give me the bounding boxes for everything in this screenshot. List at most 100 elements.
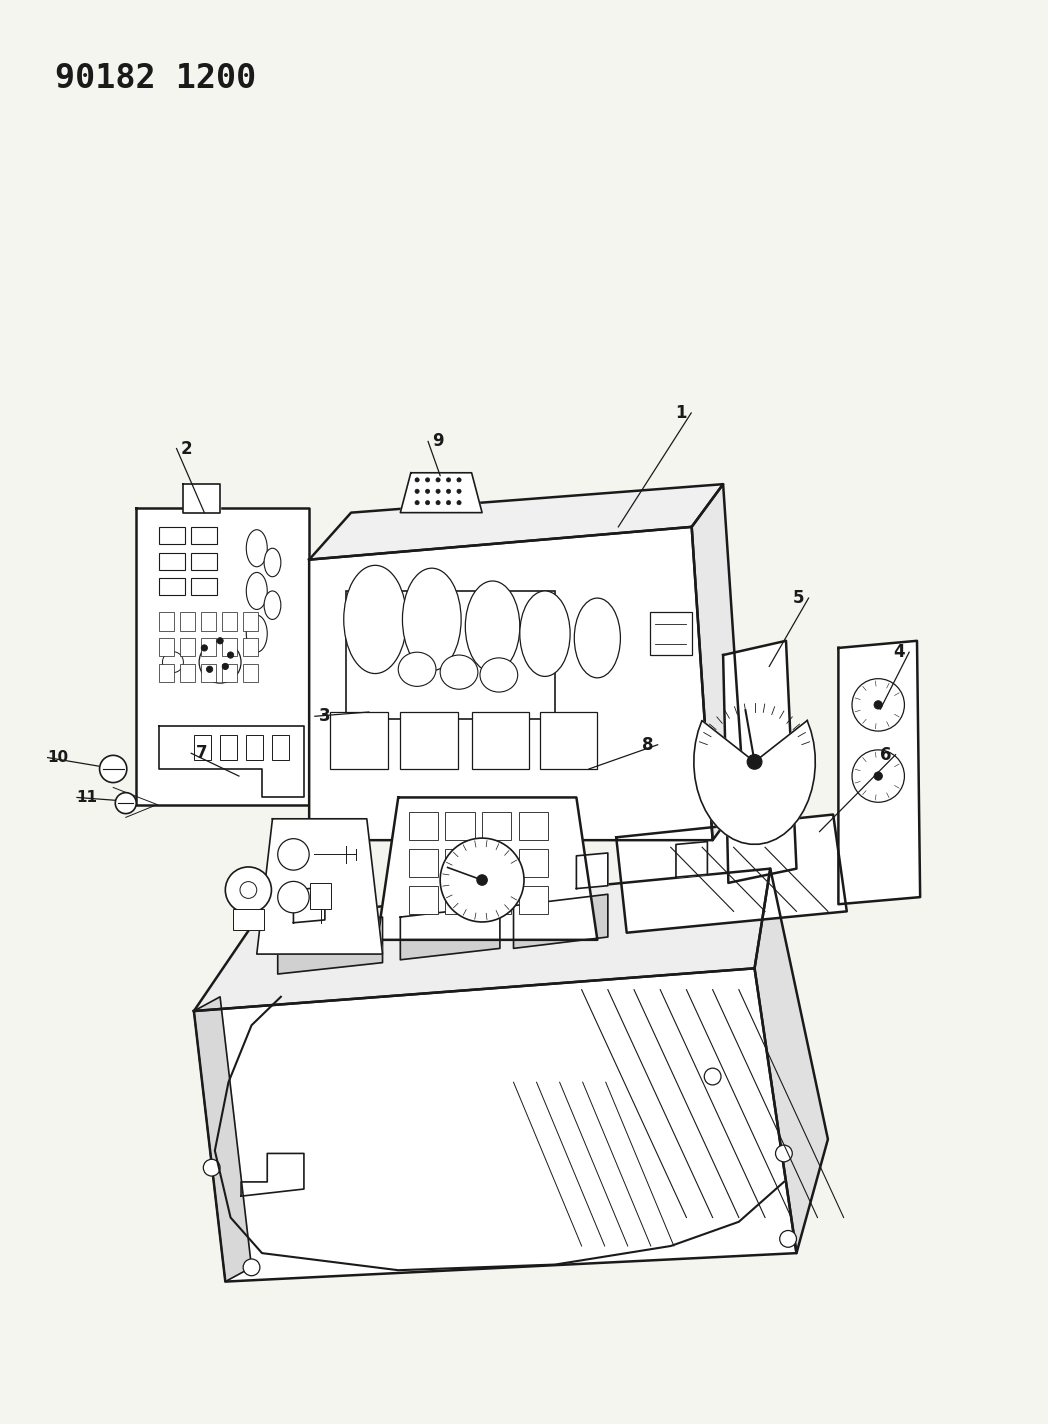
Bar [400,712,458,769]
Ellipse shape [246,572,267,609]
Polygon shape [514,894,608,948]
Polygon shape [183,484,220,513]
Text: 11: 11 [77,790,97,805]
Ellipse shape [246,530,267,567]
Bar [445,812,475,840]
Bar [233,909,264,930]
Text: 3: 3 [319,708,331,725]
Bar [159,527,185,544]
Ellipse shape [264,548,281,577]
Ellipse shape [440,655,478,689]
Circle shape [747,755,762,769]
Circle shape [415,501,419,504]
Polygon shape [293,887,325,923]
Circle shape [206,666,213,672]
Text: 90182 1200: 90182 1200 [54,63,257,95]
Text: 2: 2 [180,440,193,457]
Circle shape [222,664,228,669]
Text: 4: 4 [893,644,905,661]
Polygon shape [694,721,815,844]
Polygon shape [676,842,707,877]
Bar [201,664,216,682]
Polygon shape [576,853,608,889]
Bar [272,735,289,760]
Circle shape [227,652,234,658]
Bar [180,664,195,682]
Bar [519,812,548,840]
Circle shape [415,490,419,493]
Circle shape [457,501,461,504]
Bar [310,883,331,909]
Bar [445,849,475,877]
Bar [519,886,548,914]
Polygon shape [241,1153,304,1196]
Circle shape [874,772,882,780]
Text: 10: 10 [47,750,68,765]
Bar [202,487,216,508]
Polygon shape [616,815,847,933]
Bar [409,886,438,914]
Circle shape [100,755,127,783]
Bar [482,849,511,877]
Circle shape [199,641,241,684]
Bar [159,578,185,595]
Circle shape [446,490,451,493]
Circle shape [436,490,440,493]
Bar [159,612,174,631]
Ellipse shape [402,568,461,671]
Polygon shape [755,869,828,1253]
Bar [187,487,200,508]
Polygon shape [309,484,723,560]
Bar [472,712,529,769]
Bar [180,638,195,656]
Circle shape [436,501,440,504]
Ellipse shape [344,565,407,674]
Bar [246,735,263,760]
Bar [220,735,237,760]
Circle shape [201,645,208,651]
Bar [243,664,258,682]
Polygon shape [692,484,744,840]
Polygon shape [309,527,713,840]
Polygon shape [278,917,383,974]
Bar [445,886,475,914]
Text: 6: 6 [880,746,891,763]
Polygon shape [194,997,252,1282]
Ellipse shape [264,591,281,619]
Bar [482,812,511,840]
Bar [650,612,692,655]
Bar [159,664,174,682]
Circle shape [477,874,487,886]
Circle shape [436,478,440,481]
Text: 7: 7 [195,745,208,762]
Bar [194,735,211,760]
Bar [409,812,438,840]
Bar [201,612,216,631]
Bar [243,612,258,631]
Circle shape [457,490,461,493]
Bar [243,638,258,656]
Polygon shape [159,726,304,797]
Circle shape [217,638,223,644]
Ellipse shape [520,591,570,676]
Bar [180,612,195,631]
Bar [159,553,185,570]
Circle shape [162,652,183,672]
Circle shape [852,679,904,731]
Bar [201,638,216,656]
Circle shape [704,1068,721,1085]
Bar [191,527,217,544]
Polygon shape [723,641,796,883]
Ellipse shape [465,581,520,672]
Text: 9: 9 [432,433,444,450]
Circle shape [225,867,271,913]
Polygon shape [377,797,597,940]
Circle shape [425,501,430,504]
Polygon shape [194,869,770,1011]
Polygon shape [838,641,920,904]
Polygon shape [400,906,500,960]
Circle shape [780,1230,796,1247]
Bar [222,612,237,631]
Circle shape [446,501,451,504]
Circle shape [115,793,136,813]
